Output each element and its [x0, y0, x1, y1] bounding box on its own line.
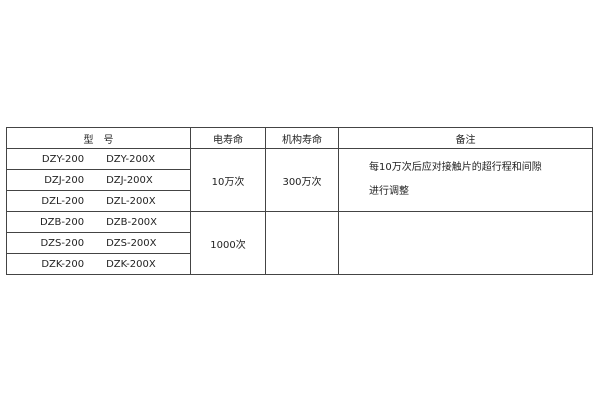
model-x: DZL-200X: [106, 195, 156, 207]
model-x: DZB-200X: [106, 216, 158, 228]
table-row: DZK-200 DZK-200X: [6, 253, 593, 275]
note-line: 每10万次后应对接触片的超行程和间隙: [369, 162, 542, 173]
note-line: 进行调整: [369, 186, 409, 197]
header-electrical-life: 电寿命: [190, 127, 266, 149]
header-note: 备注: [338, 127, 593, 149]
model-x: DZS-200X: [106, 237, 157, 249]
electrical-life: 1000次: [190, 211, 266, 275]
table-row: DZB-200 DZB-200X 1000次: [6, 211, 593, 275]
model: DZK-200: [41, 258, 85, 270]
model: DZY-200: [41, 153, 85, 165]
model: DZS-200: [40, 237, 85, 249]
spec-table: 型 号 电寿命 机构寿命 备注 DZY-200 DZY-200X 10万次 300…: [6, 127, 593, 275]
model: DZJ-200: [44, 174, 85, 186]
model-x: DZY-200X: [106, 153, 156, 165]
model: DZB-200: [39, 216, 85, 228]
header-row: 型 号 电寿命 机构寿命 备注: [6, 127, 593, 149]
model: DZL-200: [41, 195, 85, 207]
header-mechanical-life: 机构寿命: [265, 127, 339, 149]
model-x: DZJ-200X: [106, 174, 153, 186]
table-row: DZY-200 DZY-200X 10万次 300万次 每10万次后应对接触片的超…: [6, 148, 593, 212]
note: [338, 211, 593, 275]
mechanical-life: 300万次: [265, 148, 339, 212]
electrical-life: 10万次: [190, 148, 266, 212]
note: 每10万次后应对接触片的超行程和间隙 进行调整: [338, 148, 593, 212]
header-model: 型 号: [6, 127, 191, 149]
mechanical-life: [265, 211, 339, 275]
model-x: DZK-200X: [106, 258, 156, 270]
